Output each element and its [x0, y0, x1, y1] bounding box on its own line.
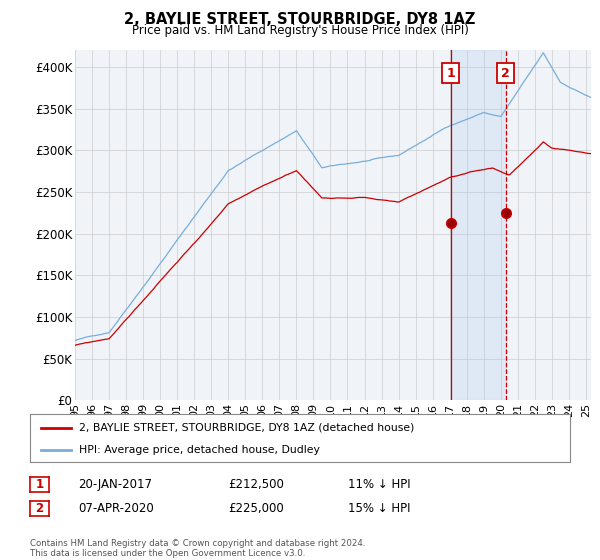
Text: 2, BAYLIE STREET, STOURBRIDGE, DY8 1AZ (detached house): 2, BAYLIE STREET, STOURBRIDGE, DY8 1AZ (… — [79, 423, 414, 433]
Bar — [451, 50, 506, 400]
Text: Price paid vs. HM Land Registry's House Price Index (HPI): Price paid vs. HM Land Registry's House … — [131, 24, 469, 37]
Text: 2: 2 — [501, 67, 510, 80]
Text: £212,500: £212,500 — [228, 478, 284, 491]
Text: 07-APR-2020: 07-APR-2020 — [78, 502, 154, 515]
Text: 2: 2 — [35, 502, 44, 515]
Text: £225,000: £225,000 — [228, 502, 284, 515]
Text: 15% ↓ HPI: 15% ↓ HPI — [348, 502, 410, 515]
Text: 1: 1 — [35, 478, 44, 491]
Text: 20-JAN-2017: 20-JAN-2017 — [78, 478, 152, 491]
Text: HPI: Average price, detached house, Dudley: HPI: Average price, detached house, Dudl… — [79, 445, 319, 455]
Text: 1: 1 — [446, 67, 455, 80]
Text: 11% ↓ HPI: 11% ↓ HPI — [348, 478, 410, 491]
Text: 2, BAYLIE STREET, STOURBRIDGE, DY8 1AZ: 2, BAYLIE STREET, STOURBRIDGE, DY8 1AZ — [124, 12, 476, 27]
Text: Contains HM Land Registry data © Crown copyright and database right 2024.
This d: Contains HM Land Registry data © Crown c… — [30, 539, 365, 558]
